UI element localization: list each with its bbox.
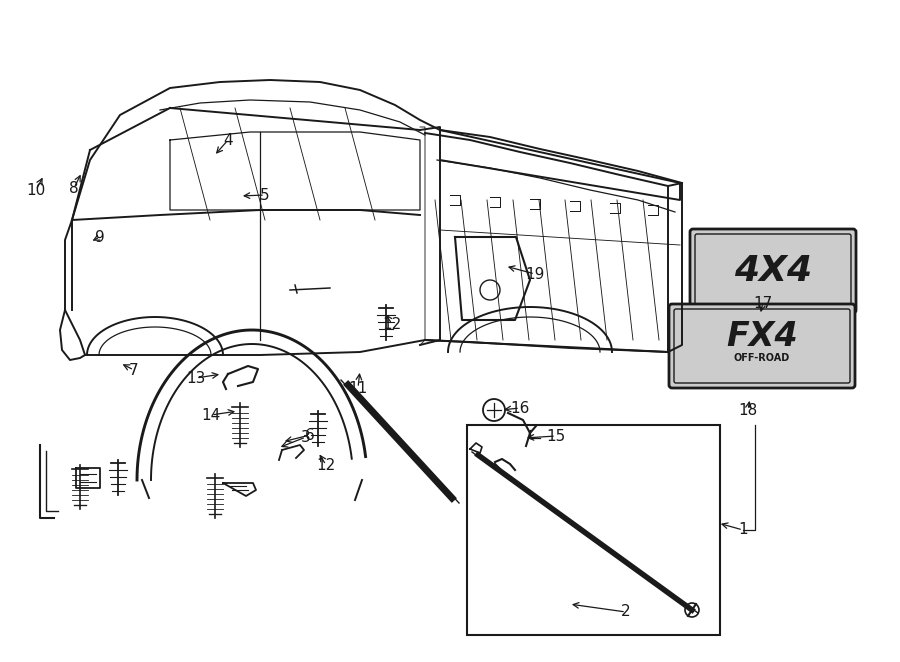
Text: 4X4: 4X4 bbox=[734, 254, 812, 288]
Text: 18: 18 bbox=[738, 402, 758, 418]
Text: 2: 2 bbox=[621, 604, 631, 620]
FancyBboxPatch shape bbox=[669, 304, 855, 388]
Text: 14: 14 bbox=[202, 408, 220, 422]
Bar bbox=[467, 425, 720, 635]
Text: 10: 10 bbox=[26, 183, 46, 197]
Text: 8: 8 bbox=[69, 181, 79, 195]
Text: 1: 1 bbox=[738, 522, 748, 538]
Text: 15: 15 bbox=[546, 428, 565, 444]
Text: 19: 19 bbox=[526, 267, 544, 281]
FancyBboxPatch shape bbox=[690, 229, 856, 313]
Text: 3: 3 bbox=[302, 430, 310, 444]
Text: 6: 6 bbox=[305, 428, 315, 442]
Text: 5: 5 bbox=[260, 187, 270, 203]
Text: 9: 9 bbox=[95, 230, 105, 244]
Text: 16: 16 bbox=[510, 401, 530, 416]
Text: 12: 12 bbox=[382, 316, 401, 332]
Text: 17: 17 bbox=[753, 295, 772, 310]
Text: 4: 4 bbox=[223, 132, 233, 148]
Text: 12: 12 bbox=[317, 457, 336, 473]
Text: 13: 13 bbox=[186, 371, 206, 385]
Text: OFF-ROAD: OFF-ROAD bbox=[734, 353, 790, 363]
Text: 7: 7 bbox=[130, 363, 139, 377]
Text: 11: 11 bbox=[348, 381, 367, 395]
Text: FX4: FX4 bbox=[726, 320, 798, 352]
